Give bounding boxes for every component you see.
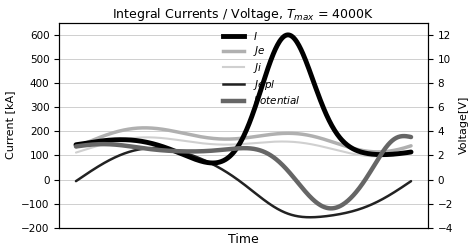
Title: Integral Currents / Voltage, $T_{max}$ = 4000K: Integral Currents / Voltage, $T_{max}$ =… bbox=[112, 6, 374, 23]
X-axis label: Time: Time bbox=[228, 233, 259, 246]
Y-axis label: Voltage[V]: Voltage[V] bbox=[458, 96, 468, 154]
Y-axis label: Current [kA]: Current [kA] bbox=[6, 91, 16, 160]
Legend: $I$, $Je$, $Ji$, $Jepl$, $Potential$: $I$, $Je$, $Ji$, $Jepl$, $Potential$ bbox=[219, 26, 304, 110]
